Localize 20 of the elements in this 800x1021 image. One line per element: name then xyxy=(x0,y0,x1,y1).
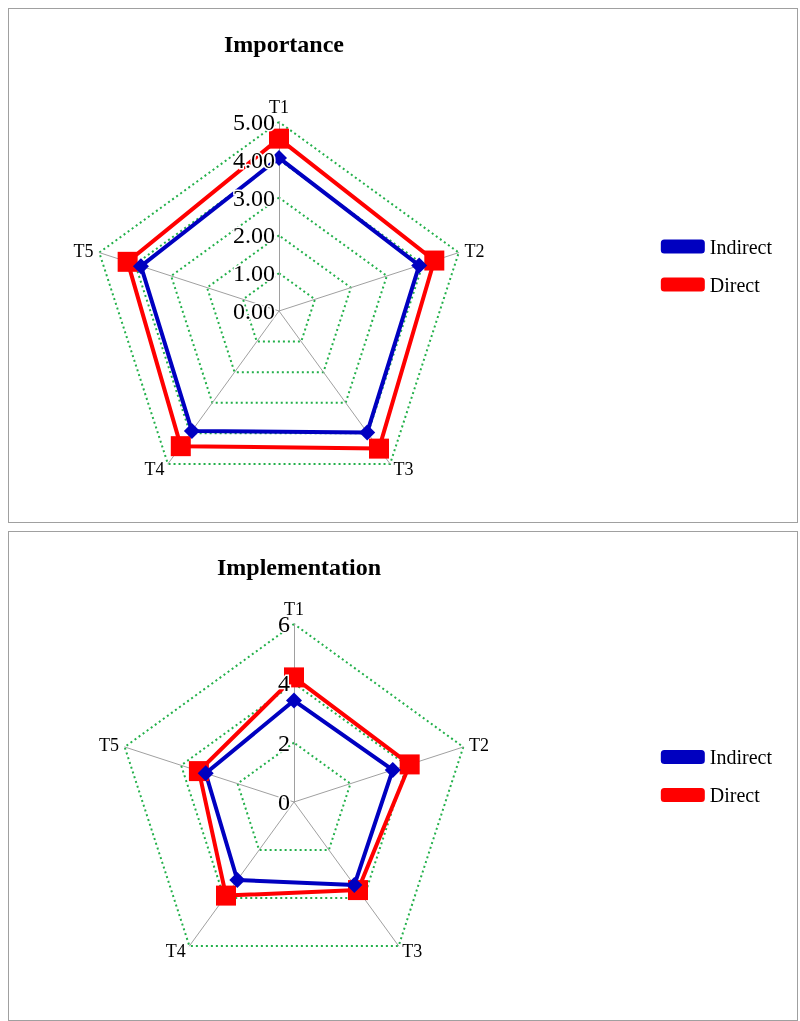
spoke-label: T5 xyxy=(99,735,120,756)
legend-label: Indirect xyxy=(709,746,773,768)
spoke-label: T3 xyxy=(402,940,423,961)
y-tick-label: 0.00 xyxy=(233,298,275,324)
chart-title: Implementation xyxy=(217,554,381,580)
legend-label: Indirect xyxy=(709,235,773,258)
y-tick-label: 1.00 xyxy=(233,260,275,287)
spoke-label: T2 xyxy=(468,735,489,756)
y-tick-label: 3.00 xyxy=(233,184,275,211)
spoke-label: T3 xyxy=(393,458,414,479)
spoke-label: T2 xyxy=(464,240,485,261)
legend-label: Direct xyxy=(709,784,761,806)
legend-label: Direct xyxy=(709,273,761,296)
y-tick-label: 0 xyxy=(278,789,290,815)
y-tick-label: 2 xyxy=(278,729,290,756)
spoke-label: T4 xyxy=(165,940,186,961)
spoke-label: T5 xyxy=(73,240,94,261)
spoke-label: T4 xyxy=(144,458,165,479)
chart-title: Importance xyxy=(224,31,345,57)
y-tick-label: 2.00 xyxy=(233,222,275,249)
